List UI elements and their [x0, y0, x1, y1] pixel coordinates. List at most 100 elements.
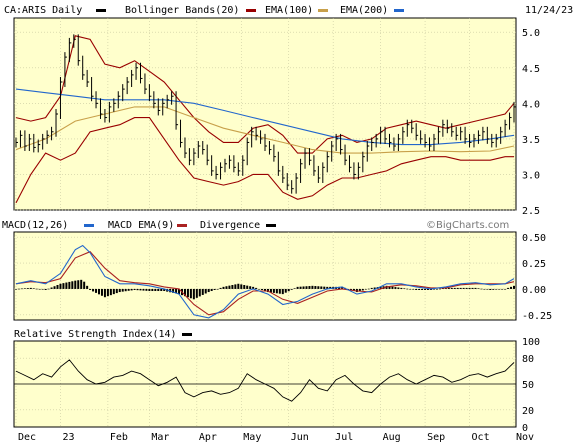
rsi-tick-label: 20 [522, 406, 534, 417]
divergence-bar [163, 288, 166, 292]
divergence-bar [38, 288, 41, 290]
divergence-bar [127, 288, 130, 291]
divergence-bar [430, 288, 432, 290]
divergence-bar [477, 288, 480, 289]
price-tick-label: 2.5 [522, 206, 540, 217]
divergence-bar [349, 288, 352, 290]
divergence-bar [23, 288, 26, 289]
divergence-bar [453, 287, 456, 289]
rsi-tick-label: 80 [522, 354, 534, 365]
divergence-bar [192, 288, 195, 300]
bollinger-label: Bollinger Bands(20) [125, 5, 239, 16]
x-tick-label: Sep [427, 432, 445, 443]
divergence-bar [421, 288, 424, 290]
divergence-bar [148, 288, 151, 292]
ema200-swatch [394, 9, 404, 12]
divergence-bar [370, 287, 373, 289]
divergence-bar [258, 288, 261, 290]
divergence-bar [255, 287, 258, 289]
divergence-bar [432, 288, 435, 290]
bollinger-upper-line [15, 35, 515, 154]
divergence-bar [459, 287, 462, 289]
divergence-bar [293, 288, 296, 289]
divergence-bar [492, 288, 495, 290]
divergence-bar [272, 288, 275, 293]
divergence-bar [151, 288, 154, 292]
divergence-bar [175, 288, 178, 294]
price-tick-label: 5.0 [522, 28, 540, 39]
divergence-bar [364, 288, 367, 290]
divergence-bar [435, 288, 438, 290]
ema100-swatch [318, 9, 328, 12]
divergence-bar [388, 286, 391, 289]
divergence-bar [320, 286, 323, 289]
divergence-bar [231, 285, 234, 289]
divergence-bar [216, 288, 219, 290]
divergence-bar [275, 288, 278, 294]
divergence-bar [106, 288, 109, 297]
divergence-bar [314, 286, 317, 289]
divergence-bar [361, 288, 364, 291]
divergence-bar [115, 288, 118, 294]
divergence-bar [427, 288, 430, 290]
divergence-bar [15, 288, 17, 290]
divergence-bar [338, 286, 341, 289]
divergence-bar [264, 288, 266, 292]
divergence-bar [59, 283, 62, 289]
divergence-bar [183, 288, 186, 297]
rsi-tick-label: 0 [522, 423, 528, 434]
divergence-bar [471, 287, 474, 289]
divergence-bar [222, 286, 225, 289]
divergence-bar [397, 287, 400, 289]
divergence-bar [225, 286, 228, 289]
divergence-bar [269, 288, 272, 293]
divergence-bar [326, 286, 329, 289]
divergence-bar [172, 288, 175, 293]
divergence-bar [68, 281, 71, 289]
x-tick-label: Mar [151, 432, 169, 443]
divergence-bar [80, 279, 83, 289]
divergence-bar [447, 287, 450, 289]
divergence-bar [252, 286, 255, 289]
divergence-bar [367, 288, 370, 290]
divergence-bar [302, 286, 305, 289]
divergence-bar [109, 288, 112, 296]
divergence-bar [278, 288, 281, 294]
divergence-bar [86, 285, 89, 289]
divergence-bar [299, 286, 302, 289]
divergence-bar [130, 288, 133, 291]
divergence-bar [495, 288, 498, 290]
x-tick-label: Oct [472, 432, 490, 443]
divergence-bar [462, 287, 465, 289]
divergence-bar [198, 288, 201, 297]
divergence-bar [249, 286, 252, 289]
divergence-bar [465, 287, 468, 289]
ema100-line [15, 106, 515, 154]
rsi-legend: Relative Strength Index(14) [14, 329, 192, 340]
divergence-bar [95, 288, 98, 293]
divergence-bar [352, 288, 355, 292]
symbol-label: CA:ARIS Daily [4, 5, 82, 16]
divergence-bar [157, 288, 160, 292]
divergence-bar [394, 287, 397, 289]
divergence-bar [406, 288, 409, 290]
divergence-bar [118, 288, 121, 293]
divergence-bar [234, 284, 237, 289]
bollinger-lower-line [15, 117, 514, 204]
ema100-label: EMA(100) [265, 5, 313, 16]
divergence-bar [323, 286, 326, 289]
divergence-bar [441, 288, 444, 289]
divergence-bar [308, 286, 311, 289]
divergence-bar [121, 288, 124, 292]
divergence-bar [311, 285, 314, 289]
macd-tick-label: 0.50 [522, 233, 546, 244]
date-label: 11/24/23 [525, 5, 573, 16]
divergence-swatch [266, 224, 276, 227]
divergence-bar [237, 283, 240, 289]
divergence-bar [450, 287, 453, 289]
macd-ema-label: MACD EMA(9) [108, 220, 174, 231]
divergence-bar [92, 288, 95, 292]
macd-line [15, 244, 515, 319]
macd-panel [13, 231, 517, 321]
divergence-bar [112, 288, 115, 295]
